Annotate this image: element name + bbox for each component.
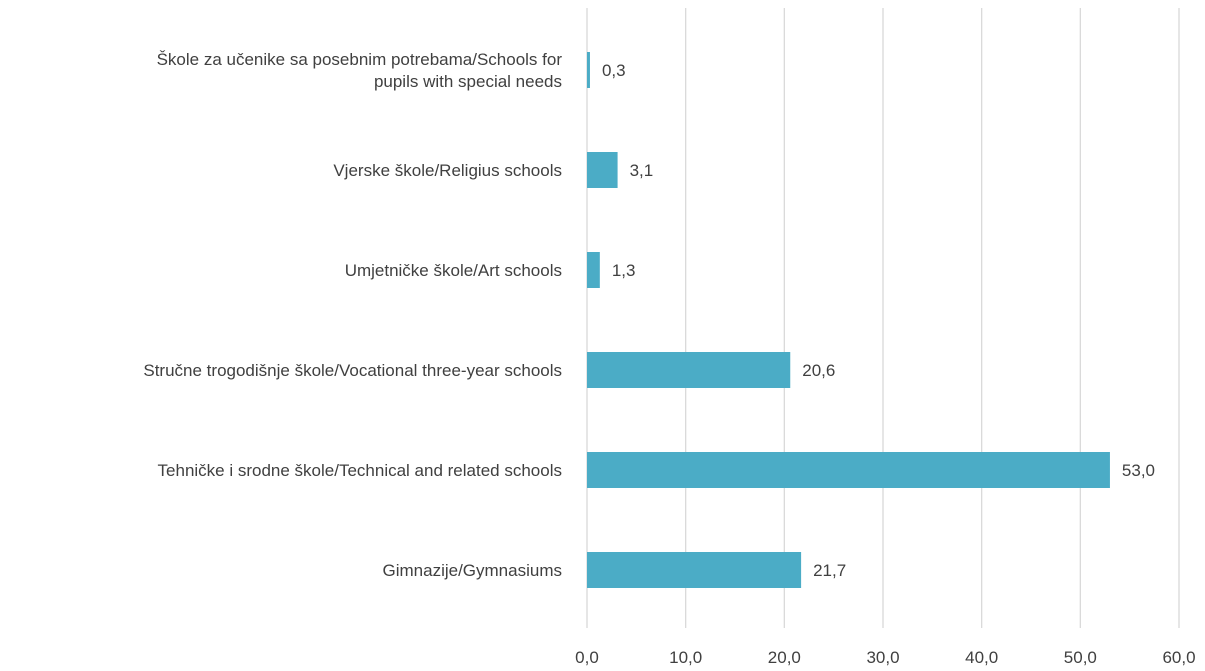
bar <box>587 552 802 588</box>
x-tick-label-layer: 0,0 10,0 20,0 30,0 40,0 50,0 60,0 <box>575 648 1195 667</box>
bar <box>587 152 618 188</box>
data-label: 53,0 <box>1122 461 1155 480</box>
x-tick-label: 40,0 <box>965 648 998 666</box>
category-label-layer: Škole za učenike sa posebnim potrebama/S… <box>143 50 562 580</box>
x-tick-label: 20,0 <box>768 648 801 666</box>
x-tick-label: 60,0 <box>1162 648 1195 666</box>
category-label: Stručne trogodišnje škole/Vocational thr… <box>143 361 562 380</box>
data-label: 21,7 <box>813 561 846 580</box>
category-label: Vjerske škole/Religius schools <box>333 161 562 180</box>
x-tick-label: 10,0 <box>669 648 702 666</box>
data-label-layer: 0,3 3,1 1,3 20,6 53,0 21,7 <box>602 61 1155 580</box>
category-label: Tehničke i srodne škole/Technical and re… <box>158 461 562 480</box>
category-label: Umjetničke škole/Art schools <box>345 261 562 280</box>
bar <box>587 252 600 288</box>
data-label: 0,3 <box>602 61 626 80</box>
bar <box>587 452 1110 488</box>
category-label: Škole za učenike sa posebnim potrebama/S… <box>157 50 563 69</box>
x-tick-label: 50,0 <box>1064 648 1097 666</box>
data-label: 1,3 <box>612 261 636 280</box>
category-label: pupils with special needs <box>374 72 562 91</box>
grid-layer <box>586 8 1180 628</box>
category-label: Gimnazije/Gymnasiums <box>383 561 563 580</box>
x-tick-label: 30,0 <box>866 648 899 666</box>
bar <box>587 352 791 388</box>
bar <box>587 52 590 88</box>
bar-layer <box>587 52 1110 588</box>
data-label: 20,6 <box>802 361 835 380</box>
x-tick-label: 0,0 <box>575 648 599 666</box>
data-label: 3,1 <box>630 161 654 180</box>
